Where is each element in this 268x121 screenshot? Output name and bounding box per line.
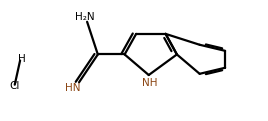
Text: Cl: Cl — [10, 81, 20, 91]
Text: HN: HN — [65, 83, 80, 93]
Text: NH: NH — [142, 79, 158, 88]
Text: H₂N: H₂N — [75, 12, 94, 22]
Text: H: H — [18, 54, 25, 64]
